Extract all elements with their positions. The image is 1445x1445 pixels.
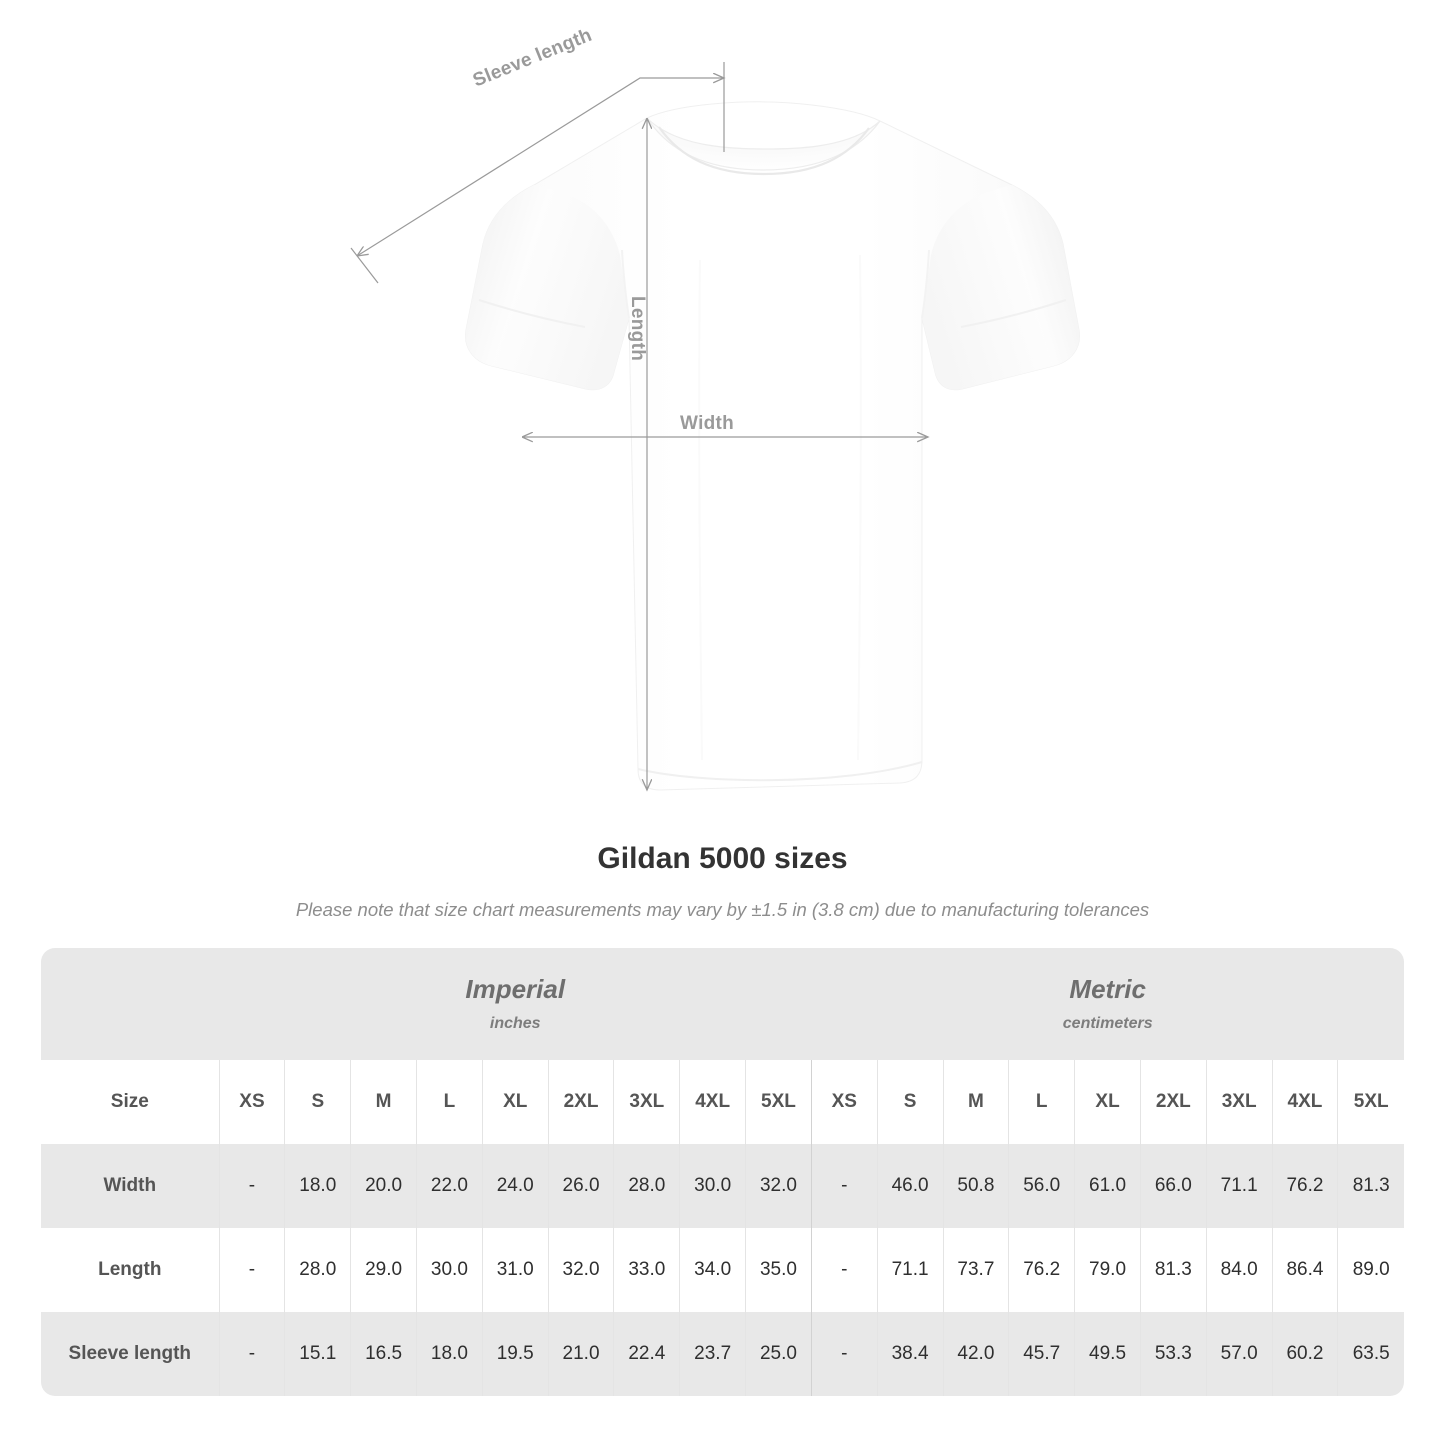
tshirt-shape <box>465 101 1080 791</box>
cell-length-metric-0: - <box>810 1228 878 1312</box>
chart-heading: Gildan 5000 sizes Please note that size … <box>0 840 1445 922</box>
size-header-metric-0: XS <box>810 1060 878 1144</box>
table-row: Width - 18.0 20.0 22.0 24.0 26.0 28.0 30… <box>41 1144 1404 1228</box>
cell-width-imperial-5: 26.0 <box>547 1144 614 1228</box>
cell-sleeve-imperial-5: 21.0 <box>547 1312 614 1396</box>
cell-width-metric-0: - <box>810 1144 878 1228</box>
size-header-imperial-2: M <box>350 1060 417 1144</box>
cell-sleeve-imperial-2: 16.5 <box>350 1312 417 1396</box>
cell-length-metric-3: 76.2 <box>1008 1228 1075 1312</box>
cell-length-imperial-2: 29.0 <box>350 1228 417 1312</box>
unit-metric-sub: centimeters <box>1062 1015 1153 1032</box>
size-header-imperial-1: S <box>284 1060 351 1144</box>
unit-metric-title: Metric <box>1069 974 1146 1004</box>
cell-sleeve-imperial-1: 15.1 <box>284 1312 351 1396</box>
size-header-imperial-0: XS <box>218 1060 285 1144</box>
cell-sleeve-imperial-8: 25.0 <box>745 1312 812 1396</box>
cell-length-imperial-1: 28.0 <box>284 1228 351 1312</box>
cell-sleeve-metric-4: 49.5 <box>1074 1312 1141 1396</box>
cell-width-imperial-1: 18.0 <box>284 1144 351 1228</box>
cell-width-metric-7: 76.2 <box>1271 1144 1338 1228</box>
size-header-metric-1: S <box>876 1060 944 1144</box>
cell-width-metric-8: 81.3 <box>1337 1144 1404 1228</box>
cell-width-metric-1: 46.0 <box>876 1144 944 1228</box>
cell-length-imperial-7: 34.0 <box>679 1228 746 1312</box>
dimension-lines <box>350 62 928 790</box>
cell-sleeve-imperial-4: 19.5 <box>481 1312 549 1396</box>
cell-length-imperial-6: 33.0 <box>613 1228 680 1312</box>
cell-sleeve-metric-0: - <box>810 1312 878 1396</box>
size-header-metric-5: 2XL <box>1139 1060 1207 1144</box>
cell-length-imperial-8: 35.0 <box>745 1228 812 1312</box>
size-header-imperial-4: XL <box>481 1060 549 1144</box>
cell-length-imperial-4: 31.0 <box>481 1228 549 1312</box>
size-header-imperial-7: 4XL <box>679 1060 746 1144</box>
unit-imperial-title: Imperial <box>465 974 566 1004</box>
cell-sleeve-metric-8: 63.5 <box>1337 1312 1404 1396</box>
cell-sleeve-imperial-0: - <box>218 1312 285 1396</box>
size-header-metric-3: L <box>1008 1060 1075 1144</box>
cell-sleeve-metric-2: 42.0 <box>942 1312 1009 1396</box>
row-label-width: Width <box>41 1144 220 1228</box>
cell-sleeve-metric-5: 53.3 <box>1139 1312 1207 1396</box>
cell-sleeve-imperial-3: 18.0 <box>416 1312 483 1396</box>
cell-width-imperial-4: 24.0 <box>481 1144 549 1228</box>
row-label-sleeve-length: Sleeve length <box>41 1312 220 1396</box>
row-label-length: Length <box>41 1228 220 1312</box>
size-header-label: Size <box>41 1060 220 1144</box>
cell-width-imperial-7: 30.0 <box>679 1144 746 1228</box>
unit-banner-spacer <box>41 948 220 1060</box>
cell-length-metric-5: 81.3 <box>1139 1228 1207 1312</box>
size-header-row: Size XS S M L XL 2XL 3XL 4XL 5XL XS S M … <box>41 1060 1404 1144</box>
cell-sleeve-metric-1: 38.4 <box>876 1312 944 1396</box>
cell-length-metric-4: 79.0 <box>1074 1228 1141 1312</box>
size-header-metric-6: 3XL <box>1205 1060 1273 1144</box>
cell-length-metric-7: 86.4 <box>1271 1228 1338 1312</box>
tshirt-illustration <box>350 62 1080 830</box>
cell-length-metric-6: 84.0 <box>1205 1228 1273 1312</box>
tolerance-note: Please note that size chart measurements… <box>295 899 1150 920</box>
cell-sleeve-metric-6: 57.0 <box>1205 1312 1273 1396</box>
size-header-imperial-3: L <box>416 1060 483 1144</box>
cell-length-imperial-0: - <box>218 1228 285 1312</box>
size-header-imperial-6: 3XL <box>613 1060 680 1144</box>
cell-sleeve-metric-3: 45.7 <box>1008 1312 1075 1396</box>
cell-width-metric-2: 50.8 <box>942 1144 1009 1228</box>
cell-width-imperial-8: 32.0 <box>745 1144 812 1228</box>
unit-metric-cell: Metric centimeters <box>811 948 1404 1060</box>
cell-sleeve-metric-7: 60.2 <box>1271 1312 1338 1396</box>
size-header-metric-4: XL <box>1074 1060 1141 1144</box>
unit-imperial-sub: inches <box>489 1015 541 1032</box>
cell-width-imperial-3: 22.0 <box>416 1144 483 1228</box>
cell-width-imperial-0: - <box>218 1144 285 1228</box>
cell-width-metric-6: 71.1 <box>1205 1144 1273 1228</box>
tshirt-diagram: Sleeve length Length Width <box>350 25 1080 830</box>
cell-sleeve-imperial-6: 22.4 <box>613 1312 680 1396</box>
cell-width-metric-3: 56.0 <box>1008 1144 1075 1228</box>
size-header-metric-8: 5XL <box>1337 1060 1404 1144</box>
unit-banner-row: Imperial inches Metric centimeters <box>41 948 1404 1060</box>
cell-length-metric-2: 73.7 <box>942 1228 1009 1312</box>
table-row: Length - 28.0 29.0 30.0 31.0 32.0 33.0 3… <box>41 1228 1404 1312</box>
size-header-imperial-8: 5XL <box>745 1060 812 1144</box>
cell-length-metric-8: 89.0 <box>1337 1228 1404 1312</box>
cell-length-metric-1: 71.1 <box>876 1228 944 1312</box>
cell-width-metric-4: 61.0 <box>1074 1144 1141 1228</box>
cell-width-metric-5: 66.0 <box>1139 1144 1207 1228</box>
size-chart-table: Imperial inches Metric centimeters Size … <box>41 948 1404 1396</box>
size-header-metric-2: M <box>942 1060 1009 1144</box>
size-chart-table-container: Imperial inches Metric centimeters Size … <box>41 948 1404 1396</box>
cell-width-imperial-2: 20.0 <box>350 1144 417 1228</box>
table-row: Sleeve length - 15.1 16.5 18.0 19.5 21.0… <box>41 1312 1404 1396</box>
cell-sleeve-imperial-7: 23.7 <box>679 1312 746 1396</box>
page-title: Gildan 5000 sizes <box>597 842 848 875</box>
size-header-metric-7: 4XL <box>1271 1060 1338 1144</box>
cell-length-imperial-3: 30.0 <box>416 1228 483 1312</box>
size-header-imperial-5: 2XL <box>547 1060 614 1144</box>
unit-imperial-cell: Imperial inches <box>219 948 812 1060</box>
cell-width-imperial-6: 28.0 <box>613 1144 680 1228</box>
cell-length-imperial-5: 32.0 <box>547 1228 614 1312</box>
